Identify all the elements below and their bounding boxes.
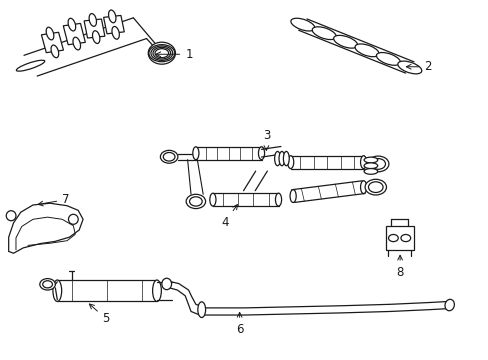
Polygon shape [63, 23, 85, 45]
Ellipse shape [148, 42, 175, 64]
Ellipse shape [42, 281, 52, 288]
Ellipse shape [68, 18, 76, 31]
Ellipse shape [397, 61, 421, 74]
Ellipse shape [152, 280, 161, 301]
Ellipse shape [163, 153, 175, 161]
Ellipse shape [283, 152, 288, 166]
Text: 4: 4 [221, 204, 237, 229]
Ellipse shape [258, 147, 264, 159]
Polygon shape [103, 15, 124, 34]
Ellipse shape [279, 152, 285, 166]
Ellipse shape [287, 156, 293, 168]
Ellipse shape [364, 157, 377, 163]
Ellipse shape [6, 211, 16, 221]
Ellipse shape [40, 279, 55, 290]
Ellipse shape [289, 190, 296, 203]
Polygon shape [385, 226, 413, 249]
Ellipse shape [274, 152, 280, 166]
Ellipse shape [312, 27, 336, 40]
Ellipse shape [192, 147, 199, 159]
Ellipse shape [189, 197, 202, 206]
Text: 2: 2 [406, 60, 431, 73]
Ellipse shape [89, 14, 96, 26]
Ellipse shape [112, 26, 119, 39]
Ellipse shape [275, 193, 281, 206]
Ellipse shape [73, 37, 81, 50]
Ellipse shape [444, 299, 453, 311]
Ellipse shape [367, 156, 388, 172]
Ellipse shape [376, 53, 400, 65]
Ellipse shape [354, 44, 378, 57]
Ellipse shape [388, 234, 397, 242]
Text: 6: 6 [235, 312, 243, 336]
Text: 8: 8 [396, 255, 403, 279]
Ellipse shape [209, 193, 216, 206]
Ellipse shape [108, 10, 116, 23]
Text: 1: 1 [156, 48, 192, 61]
Ellipse shape [360, 181, 366, 194]
Ellipse shape [364, 163, 377, 168]
Ellipse shape [198, 302, 205, 318]
Ellipse shape [365, 179, 386, 195]
Text: 3: 3 [262, 130, 269, 150]
Ellipse shape [53, 280, 61, 301]
Ellipse shape [92, 31, 100, 44]
Ellipse shape [290, 18, 314, 31]
Ellipse shape [46, 27, 54, 40]
Ellipse shape [360, 156, 366, 168]
Text: 7: 7 [38, 193, 69, 206]
Ellipse shape [400, 234, 410, 242]
Ellipse shape [162, 278, 171, 290]
Ellipse shape [368, 182, 382, 193]
Ellipse shape [364, 168, 377, 174]
Ellipse shape [333, 35, 357, 48]
Polygon shape [84, 19, 104, 38]
Polygon shape [291, 181, 365, 202]
Ellipse shape [51, 45, 59, 58]
Ellipse shape [160, 150, 178, 163]
Text: 5: 5 [89, 304, 109, 325]
Polygon shape [9, 203, 83, 253]
Ellipse shape [186, 194, 205, 208]
Polygon shape [41, 32, 63, 53]
Ellipse shape [370, 158, 385, 169]
Ellipse shape [16, 60, 45, 71]
Ellipse shape [68, 214, 78, 224]
